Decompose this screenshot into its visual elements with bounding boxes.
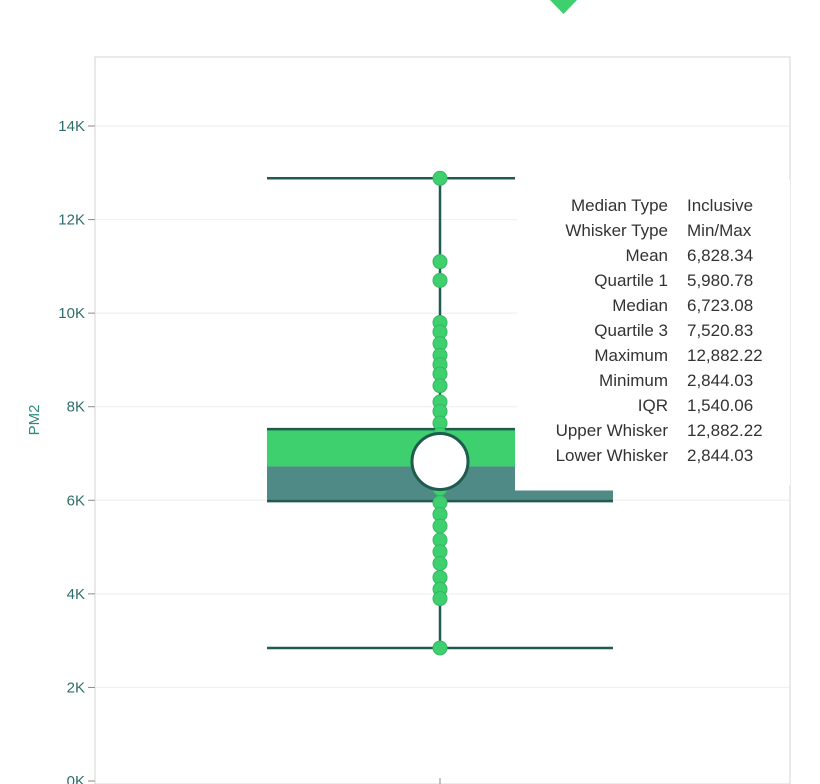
tooltip-row-value: 7,520.83 (687, 321, 753, 340)
y-tick-label: 0K (67, 773, 85, 784)
tooltip-row-value: 5,980.78 (687, 271, 753, 290)
data-point (432, 170, 448, 186)
tooltip-row-label: IQR (638, 396, 668, 415)
data-point (432, 254, 448, 270)
y-tick-label: 6K (67, 492, 85, 509)
selection-marker-icon (550, 0, 577, 14)
tooltip-row-value: 1,540.06 (687, 396, 753, 415)
data-point (432, 378, 448, 394)
y-axis: 0K 2K 4K 6K 8K 10K 12K 14K (58, 118, 441, 784)
tooltip-row-value: 2,844.03 (687, 446, 753, 465)
y-axis-title: PM2 (26, 405, 43, 436)
y-tick-label: 8K (67, 399, 85, 416)
y-tick-label: 10K (58, 305, 85, 322)
tooltip-row-value: 12,882.22 (687, 346, 763, 365)
y-tick-label: 4K (67, 586, 85, 603)
data-point (432, 640, 448, 656)
tooltip-row-value: 2,844.03 (687, 371, 753, 390)
box-layer[interactable] (267, 177, 613, 650)
data-point (432, 518, 448, 534)
data-point (432, 272, 448, 288)
tooltip-row-value: 12,882.22 (687, 421, 763, 440)
tooltip-panel (517, 180, 790, 485)
tooltip-row-value: Min/Max (687, 221, 752, 240)
tooltip-row-label: Quartile 1 (594, 271, 668, 290)
y-tick-label: 2K (67, 679, 85, 696)
tooltip-row-value: Inclusive (687, 196, 753, 215)
box-upper-half[interactable] (267, 429, 515, 467)
data-point (432, 555, 448, 571)
box-lower-extension (507, 466, 613, 502)
tooltip-row-label: Mean (625, 246, 668, 265)
tooltip-row-label: Upper Whisker (556, 421, 669, 440)
y-tick-label: 12K (58, 212, 85, 229)
mean-marker[interactable] (410, 432, 470, 492)
box-lower-half[interactable] (267, 466, 515, 502)
tooltip-row-label: Median (612, 296, 668, 315)
tooltip-row-value: 6,723.08 (687, 296, 753, 315)
tooltip-row-label: Maximum (594, 346, 668, 365)
tooltip-row-label: Minimum (599, 371, 668, 390)
tooltip-row-label: Median Type (571, 196, 668, 215)
tooltip-row-label: Quartile 3 (594, 321, 668, 340)
points-layer (410, 170, 470, 656)
tooltip-row-label: Lower Whisker (556, 446, 669, 465)
data-point (432, 591, 448, 607)
y-tick-label: 14K (58, 118, 85, 135)
tooltip-row-label: Whisker Type (565, 221, 668, 240)
stats-tooltip: Median Type Inclusive Whisker Type Min/Max M… (517, 180, 790, 485)
tooltip-row-value: 6,828.34 (687, 246, 753, 265)
